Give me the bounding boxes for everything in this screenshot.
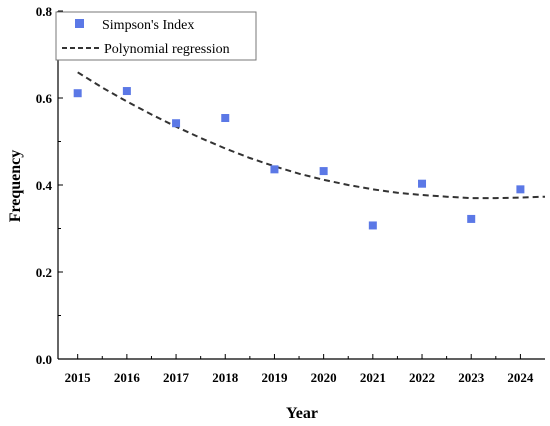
data-point: [516, 185, 525, 194]
regression-line: [77, 71, 546, 200]
data-point: [270, 165, 279, 174]
y-tick-label: 0.6: [36, 91, 53, 106]
data-point: [73, 89, 82, 98]
x-tick-label: 2023: [458, 370, 485, 385]
x-tick-label: 2019: [261, 370, 288, 385]
data-point: [122, 87, 131, 96]
x-tick-label: 2016: [114, 370, 141, 385]
x-tick-label: 2017: [163, 370, 190, 385]
y-tick-label: 0.4: [36, 178, 53, 193]
y-tick-label: 0.0: [36, 352, 52, 367]
y-axis-title: Frequency: [7, 150, 24, 223]
legend-box: [55, 11, 257, 61]
x-tick-label: 2018: [212, 370, 239, 385]
y-tick-label: 0.8: [36, 4, 53, 19]
data-point: [467, 214, 476, 223]
x-tick-label: 2021: [360, 370, 386, 385]
y-tick-label: 0.2: [36, 265, 52, 280]
series-layer: [73, 71, 546, 230]
data-point: [221, 114, 230, 123]
x-tick-label: 2015: [65, 370, 92, 385]
data-point: [418, 179, 427, 188]
legend-marker-simpsons-index: [75, 19, 84, 28]
x-tick-label: 2024: [507, 370, 534, 385]
legend-label-simpsons-index: Simpson's Index: [102, 18, 194, 33]
data-point: [368, 221, 377, 230]
data-point: [172, 119, 181, 128]
legend-label-polynomial-regression: Polynomial regression: [104, 42, 230, 57]
plot-area: [57, 11, 545, 360]
x-tick-label: 2022: [409, 370, 435, 385]
y-axis: 0.0 0.2 0.4 0.6 0.8: [36, 4, 63, 367]
data-point: [319, 167, 328, 176]
x-axis: 2015 2016 2017 2018 2019 2020 2021 2022 2023 2024: [65, 354, 534, 385]
x-tick-label: 2020: [311, 370, 337, 385]
legend: Simpson's Index Polynomial regression: [55, 11, 257, 61]
x-axis-title: Year: [286, 405, 318, 422]
